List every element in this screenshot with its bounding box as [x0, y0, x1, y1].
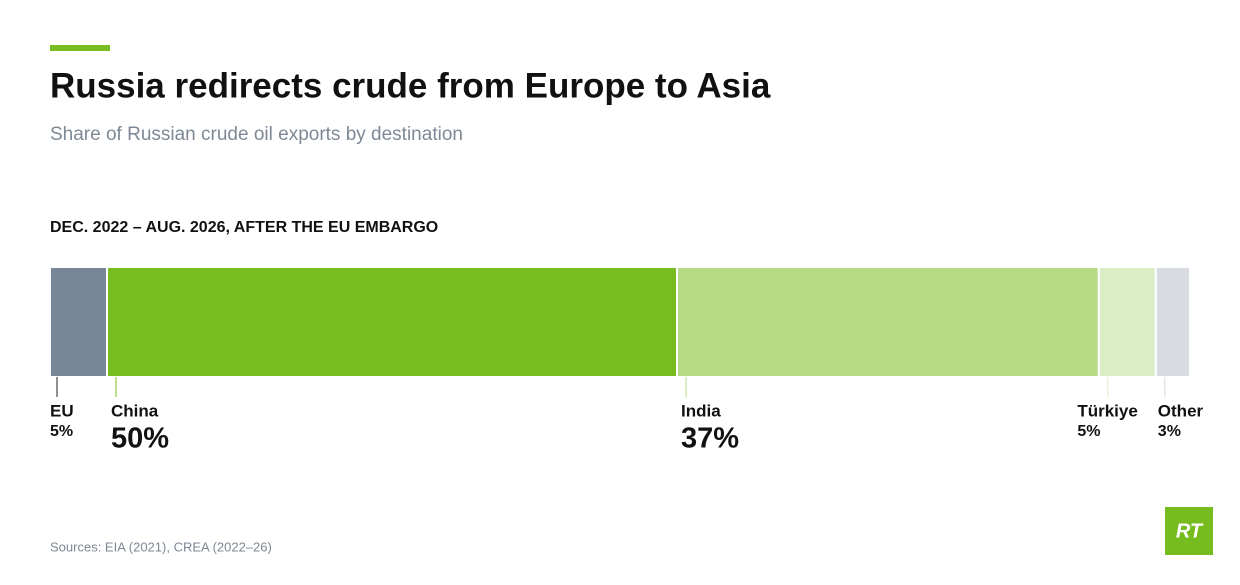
bar-segment — [1154, 266, 1192, 378]
source: Sources: EIA (2021), CREA (2022–26) — [50, 539, 272, 554]
bar-segment — [106, 266, 678, 378]
chart-subtitle: Share of Russian crude oil exports by de… — [50, 124, 463, 145]
legend-label: Other — [1158, 401, 1204, 420]
logo: RT — [1176, 520, 1204, 542]
bar-segment — [676, 266, 1100, 378]
period-label: DEC. 2022 – AUG. 2026, AFTER THE EU EMBA… — [50, 219, 438, 236]
legend-label: EU — [50, 401, 74, 420]
legend-label: India — [681, 401, 721, 420]
value-label: 5% — [50, 423, 73, 440]
legend-label: Türkiye — [1077, 401, 1137, 420]
chart-title: Russia redirects crude from Europe to As… — [50, 66, 771, 105]
value-label: 50% — [111, 423, 169, 455]
value-label: 5% — [1077, 423, 1100, 440]
logo-box — [1165, 507, 1213, 555]
bar-segment — [1097, 266, 1157, 378]
legend-label: China — [111, 401, 159, 420]
accent-bar — [50, 45, 110, 51]
value-label: 3% — [1158, 423, 1181, 440]
bar-segment — [49, 266, 108, 378]
value-label: 37% — [681, 423, 739, 455]
